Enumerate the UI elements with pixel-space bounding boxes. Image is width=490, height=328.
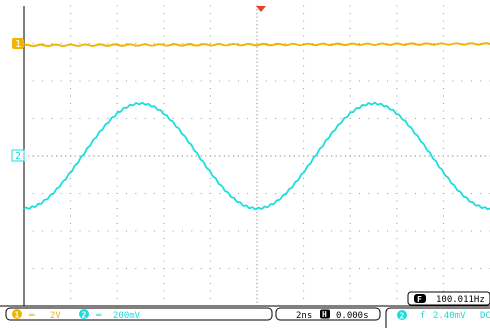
frequency-counter: F 100.011Hz bbox=[407, 291, 490, 306]
frequency-icon: F bbox=[417, 295, 422, 304]
timebase-box[interactable]: 2ns H 0.000s bbox=[275, 307, 381, 321]
measurement-value: 2.40mV bbox=[433, 311, 466, 321]
channel-1-coupling-icon: ═ bbox=[28, 311, 35, 321]
channel-2-scale: 200mV bbox=[113, 311, 141, 321]
channel-1-trace bbox=[23, 41, 490, 48]
channel-settings-box[interactable]: 1 ═ 2V 2 ═ 200mV bbox=[5, 307, 273, 321]
trigger-position-marker[interactable] bbox=[256, 6, 266, 12]
horizontal-delay: 0.000s bbox=[336, 311, 369, 321]
horizontal-icon-bg bbox=[320, 309, 330, 319]
channel-2-trace bbox=[23, 101, 490, 211]
channel-2-coupling-icon: ═ bbox=[95, 311, 102, 321]
measurement-channel-badge bbox=[397, 310, 407, 320]
channel-1-level-marker[interactable]: 1 bbox=[12, 38, 24, 50]
measurement-channel-number: 2 bbox=[400, 312, 405, 321]
channel-1-badge bbox=[12, 309, 22, 319]
channel-2-number: 2 bbox=[82, 311, 87, 320]
channel-2-badge bbox=[79, 309, 89, 319]
frequency-icon-bg bbox=[414, 294, 426, 303]
timebase-scale: 2ns bbox=[296, 311, 312, 321]
measurement-coupling: DC bbox=[480, 311, 490, 321]
channel-2-level-marker[interactable]: 2 bbox=[11, 149, 25, 162]
measurement-box[interactable]: 2 f 2.40mV DC bbox=[385, 307, 490, 328]
channel-1-marker-label: 1 bbox=[15, 39, 21, 50]
channel-1-number: 1 bbox=[15, 311, 20, 320]
channel-2-marker-label: 2 bbox=[15, 151, 21, 162]
frequency-value: 100.011Hz bbox=[436, 295, 485, 305]
channel-1-scale: 2V bbox=[50, 311, 61, 321]
measurement-symbol: f bbox=[420, 311, 425, 321]
horizontal-position-icon: H bbox=[322, 310, 327, 319]
